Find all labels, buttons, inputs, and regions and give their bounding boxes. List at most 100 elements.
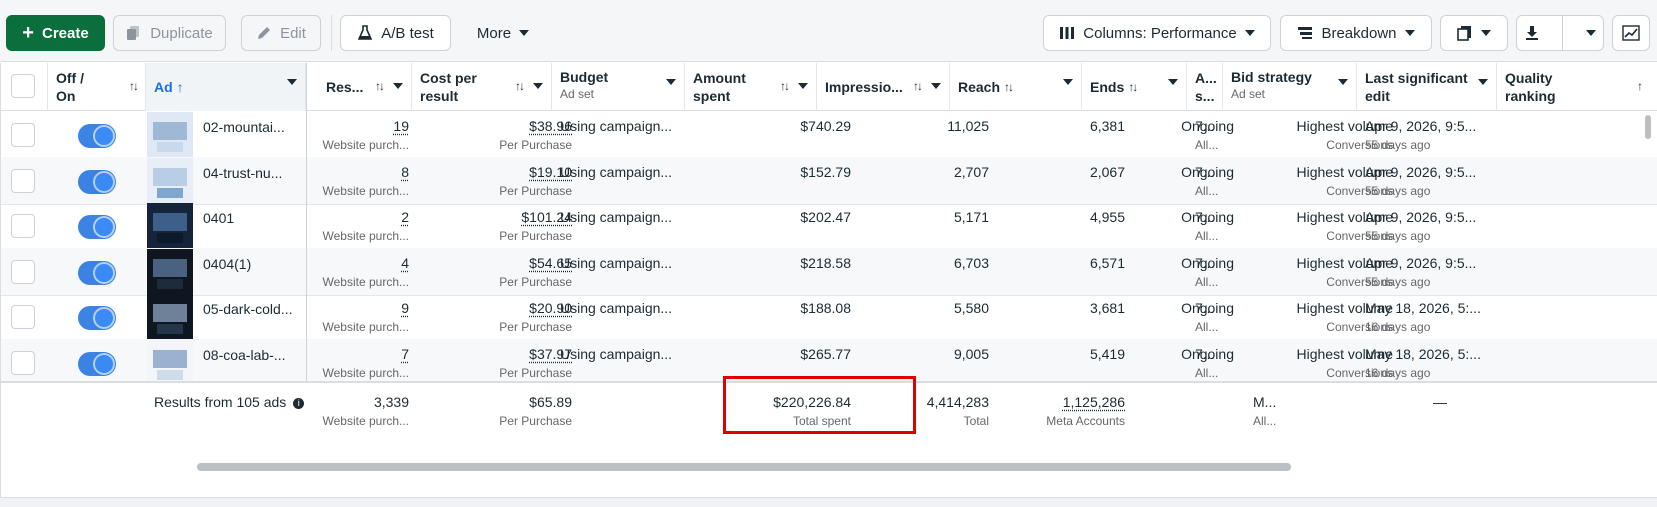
ad-toggle[interactable] <box>78 352 116 376</box>
export-button[interactable] <box>1516 15 1604 51</box>
row-checkbox[interactable] <box>11 169 35 193</box>
row-checkbox[interactable] <box>11 214 35 238</box>
row-checkbox[interactable] <box>11 351 35 375</box>
row-checkbox[interactable] <box>11 123 35 147</box>
chevron-down-icon[interactable] <box>1338 79 1348 85</box>
table-row[interactable]: 04-trust-nu... 8 Website purch... $19.10 Per… <box>1 157 1657 205</box>
ad-name[interactable]: 08-coa-lab-... <box>203 347 285 363</box>
results-value[interactable]: 19 <box>393 118 409 134</box>
budget-cell: Using campaign... <box>552 157 685 205</box>
chevron-down-icon[interactable] <box>1168 79 1178 85</box>
select-all-checkbox[interactable] <box>11 74 35 98</box>
horizontal-scrollbar[interactable] <box>197 463 1291 471</box>
ad-name[interactable]: 05-dark-cold... <box>203 301 292 317</box>
totals-reach-type: Meta Accounts <box>958 414 1125 428</box>
cpr-type: Per Purchase <box>420 229 572 243</box>
table-row[interactable]: 02-mountai... 19 Website purch... $38.96 Per… <box>1 111 1657 159</box>
header-reach-label: Reach <box>958 79 1000 95</box>
results-value[interactable]: 9 <box>401 300 409 316</box>
duplicate-button[interactable]: Duplicate <box>113 15 226 51</box>
header-budget[interactable]: Budget Ad set <box>552 63 685 111</box>
header-bid-strategy[interactable]: Bid strategy Ad set <box>1223 63 1357 111</box>
chevron-down-icon <box>1481 30 1491 36</box>
row-checkbox[interactable] <box>11 305 35 329</box>
last-edit-cell: Apr 9, 2026, 9:5... 55 days ago <box>1357 157 1497 205</box>
results-value[interactable]: 8 <box>401 164 409 180</box>
columns-button[interactable]: Columns: Performance <box>1043 15 1271 51</box>
ad-toggle[interactable] <box>78 215 116 239</box>
sort-icon[interactable]: ↑↓ <box>375 79 383 93</box>
chevron-down-icon[interactable] <box>1063 79 1073 85</box>
edit-button[interactable]: Edit <box>241 15 321 51</box>
chevron-down-icon[interactable] <box>666 79 676 85</box>
cpr-type: Per Purchase <box>420 320 572 334</box>
last-edit-ago: 55 days ago <box>1365 138 1489 152</box>
header-attribution[interactable]: A... s... <box>1187 63 1223 111</box>
sort-icon[interactable]: ↑↓ <box>1004 80 1012 94</box>
header-quality[interactable]: Quality ranking ↑ <box>1497 63 1657 111</box>
sort-icon[interactable]: ↑↓ <box>780 79 788 93</box>
header-offon[interactable]: Off / On ↑↓ <box>48 63 146 111</box>
header-results[interactable]: Res... ↑↓ <box>306 63 412 111</box>
ad-toggle[interactable] <box>78 170 116 194</box>
ad-name[interactable]: 0401 <box>203 210 234 226</box>
table-row[interactable]: 0401 2 Website purch... $101.24 Per Purchase… <box>1 202 1657 250</box>
pencil-icon <box>256 25 272 41</box>
results-value[interactable]: 7 <box>401 346 409 362</box>
header-attr-label: A... s... <box>1195 69 1215 105</box>
table-row[interactable]: 05-dark-cold... 9 Website purch... $20.90 Pe… <box>1 293 1657 341</box>
ad-name[interactable]: 02-mountai... <box>203 119 285 135</box>
header-ad[interactable]: Ad ↑ <box>146 63 306 111</box>
ad-name[interactable]: 0404(1) <box>203 256 251 272</box>
attribution-cell: 7... All... <box>1187 248 1223 296</box>
ab-test-button[interactable]: A/B test <box>340 15 451 51</box>
sort-icon[interactable]: ↑↓ <box>913 79 921 93</box>
ad-thumbnail <box>147 340 193 386</box>
header-cost-per-result[interactable]: Cost per result ↑↓ <box>412 63 552 111</box>
ad-name[interactable]: 04-trust-nu... <box>203 165 282 181</box>
ad-toggle[interactable] <box>78 261 116 285</box>
row-checkbox[interactable] <box>11 260 35 284</box>
table-row[interactable]: 0404(1) 4 Website purch... $54.65 Per Purcha… <box>1 248 1657 296</box>
last-edit-ago: 55 days ago <box>1365 275 1489 289</box>
vertical-scrollbar[interactable] <box>1645 115 1651 139</box>
breakdown-button[interactable]: Breakdown <box>1280 15 1432 51</box>
results-value[interactable]: 2 <box>401 209 409 225</box>
last-edit-ago: 55 days ago <box>1365 229 1489 243</box>
totals-reach-value[interactable]: 1,125,286 <box>1063 394 1125 410</box>
sort-icon[interactable]: ↑ <box>1637 79 1641 93</box>
chevron-down-icon[interactable] <box>393 83 403 89</box>
sort-icon[interactable]: ↑↓ <box>129 79 137 93</box>
totals-cpr-value: $65.89 <box>529 394 572 410</box>
chevron-down-icon[interactable] <box>1478 79 1488 85</box>
results-type: Website purch... <box>314 138 409 152</box>
header-impressions[interactable]: Impressio... ↑↓ <box>817 63 950 111</box>
create-button[interactable]: + Create <box>6 15 105 51</box>
header-last-edit[interactable]: Last significant edit <box>1357 63 1497 111</box>
header-ends[interactable]: Ends ↑↓ <box>1082 63 1187 111</box>
attr-value: 7... <box>1195 300 1214 316</box>
chevron-down-icon[interactable] <box>533 83 543 89</box>
results-value[interactable]: 4 <box>401 255 409 271</box>
download-icon <box>1525 25 1539 41</box>
header-bid-sub: Ad set <box>1231 87 1348 101</box>
ad-toggle[interactable] <box>78 124 116 148</box>
last-edit-ago: 16 days ago <box>1365 366 1489 380</box>
chevron-down-icon[interactable] <box>798 83 808 89</box>
results-type: Website purch... <box>314 366 409 380</box>
ad-toggle[interactable] <box>78 306 116 330</box>
sort-icon[interactable]: ↑↓ <box>1128 80 1136 94</box>
attr-sub: All... <box>1195 366 1215 380</box>
header-select-all[interactable] <box>1 63 48 111</box>
chevron-down-icon[interactable] <box>931 83 941 89</box>
header-reach[interactable]: Reach ↑↓ <box>950 63 1082 111</box>
totals-cpr-type: Per Purchase <box>420 414 572 428</box>
sort-icon[interactable]: ↑↓ <box>515 79 523 93</box>
header-amount-spent[interactable]: Amount spent ↑↓ <box>685 63 817 111</box>
results-type: Website purch... <box>314 229 409 243</box>
chevron-down-icon[interactable] <box>287 79 297 85</box>
chart-button[interactable] <box>1612 15 1650 51</box>
info-icon[interactable]: i <box>293 398 304 409</box>
more-button[interactable]: More <box>462 15 544 51</box>
reports-button[interactable] <box>1440 15 1508 51</box>
